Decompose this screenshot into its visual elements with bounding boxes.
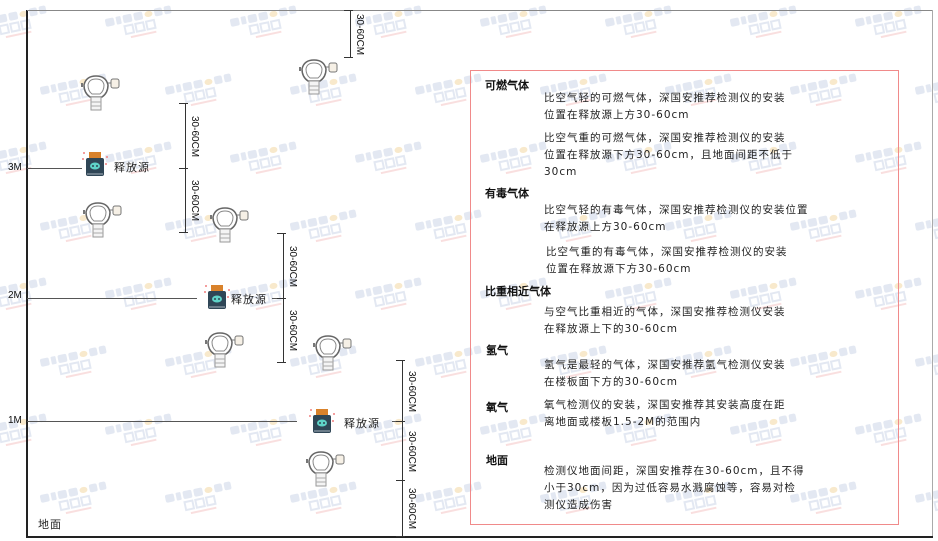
dimension-line	[185, 103, 186, 168]
watermark-logo	[352, 275, 428, 323]
level-3m-label: 3M	[8, 162, 22, 173]
oxygen-line: 离地面或楼板1.5-2M的范围内	[544, 416, 702, 428]
watermark-logo	[912, 343, 938, 391]
dimension-label: 30-60CM	[406, 430, 417, 472]
dimension-label: 30-60CM	[354, 13, 365, 55]
combustible-lighter-line: 位置在释放源上方30-60cm	[544, 109, 690, 121]
release-source-icon	[80, 150, 110, 182]
similar-line: 在释放源上下的30-60cm	[544, 323, 679, 335]
ground-line: 测仪造成伤害	[544, 499, 613, 511]
toxic-title: 有毒气体	[485, 187, 529, 200]
notes-panel	[470, 70, 899, 525]
gas-detector-icon	[310, 333, 354, 377]
level-2m-line	[27, 298, 197, 299]
floor-line	[27, 536, 933, 538]
watermark-logo	[102, 275, 178, 323]
release-source-label: 释放源	[231, 293, 267, 306]
dimension-tick	[179, 232, 188, 233]
right-wall-line	[932, 10, 933, 538]
dimension-tick	[277, 362, 286, 363]
release-source-icon	[307, 407, 337, 439]
dimension-tick	[277, 233, 286, 234]
dimension-line	[402, 421, 403, 480]
level-1m-label: 1M	[8, 415, 22, 426]
gas-detector-icon	[202, 330, 246, 374]
gas-detector-icon	[78, 73, 122, 117]
watermark-logo	[102, 411, 178, 459]
hydrogen-line: 在楼板面下方的30-60cm	[544, 376, 679, 388]
wall-line	[26, 10, 28, 538]
watermark-logo	[912, 71, 938, 119]
similar-line: 与空气比重相近的气体，深国安推荐检测仪安装	[544, 306, 786, 318]
dimension-tick	[344, 57, 353, 58]
ground-label: 地面	[38, 518, 62, 531]
watermark-logo	[227, 139, 303, 187]
watermark-logo	[227, 411, 303, 459]
oxygen-line: 氧气检测仪的安装，深国安推荐其安装高度在距	[544, 399, 786, 411]
watermark-logo	[912, 479, 938, 527]
watermark-logo	[162, 479, 238, 527]
dimension-label: 30-60CM	[189, 180, 200, 222]
watermark-logo	[162, 71, 238, 119]
watermark-logo	[352, 139, 428, 187]
dimension-line	[283, 298, 284, 362]
dimension-tick	[179, 103, 188, 104]
combustible-heavier-line: 位置在释放源下方30-60cm，且地面间距不低于	[544, 149, 794, 161]
combustible-title: 可燃气体	[485, 79, 529, 92]
combustible-heavier-line: 比空气重的可燃气体，深国安推荐检测仪的安装	[544, 132, 786, 144]
release-source-label: 释放源	[114, 161, 150, 174]
level-3m-line	[27, 168, 82, 169]
dimension-tick	[179, 168, 188, 169]
combustible-lighter-line: 比空气轻的可燃气体，深国安推荐检测仪的安装	[544, 92, 786, 104]
watermark-logo	[37, 343, 113, 391]
dimension-tick	[344, 10, 353, 11]
dimension-line	[402, 480, 403, 536]
ground-line: 检测仪地面间距，深国安推荐在30-60cm，且不得	[544, 465, 805, 477]
dimension-line	[185, 168, 186, 232]
dimension-label: 30-60CM	[287, 245, 298, 287]
similar-title: 比重相近气体	[485, 285, 551, 298]
release-source-icon	[202, 283, 232, 315]
gas-detector-icon	[296, 57, 340, 101]
dimension-line	[350, 10, 351, 57]
ground-title: 地面	[486, 454, 508, 467]
dimension-label: 30-60CM	[406, 370, 417, 412]
dimension-tick	[396, 536, 405, 537]
release-source-label: 释放源	[344, 417, 380, 430]
level-2m-label: 2M	[8, 290, 22, 301]
ground-line: 小于30cm，因为过低容易水溅腐蚀等，容易对检	[544, 482, 796, 494]
hydrogen-line: 氢气是最轻的气体，深国安推荐氢气检测仪安装	[544, 359, 786, 371]
oxygen-title: 氧气	[486, 401, 508, 414]
watermark-logo	[287, 207, 363, 255]
watermark-logo	[912, 207, 938, 255]
gas-detector-icon	[80, 200, 124, 244]
toxic-heavier-line: 位置在释放源下方30-60cm	[546, 263, 692, 275]
dimension-label: 30-60CM	[406, 488, 417, 530]
toxic-lighter-line: 比空气轻的有毒气体，深国安推荐检测仪的安装位置	[544, 204, 809, 216]
dimension-tick	[396, 480, 405, 481]
dimension-label: 30-60CM	[287, 310, 298, 352]
dimension-tick	[396, 421, 405, 422]
gas-detector-icon	[303, 449, 347, 493]
dimension-tick	[396, 360, 405, 361]
toxic-heavier-line: 比空气重的有毒气体，深国安推荐检测仪的安装	[546, 246, 788, 258]
level-1m-line	[27, 421, 297, 422]
toxic-lighter-line: 在释放源上方30-60cm	[544, 221, 667, 233]
dimension-line	[402, 360, 403, 421]
dimension-tick	[277, 298, 286, 299]
combustible-heavier-line: 30cm	[544, 166, 578, 178]
dimension-label: 30-60CM	[189, 115, 200, 157]
gas-detector-icon	[207, 205, 251, 249]
ceiling-line	[27, 10, 933, 11]
hydrogen-title: 氢气	[486, 344, 508, 357]
dimension-line	[283, 233, 284, 298]
